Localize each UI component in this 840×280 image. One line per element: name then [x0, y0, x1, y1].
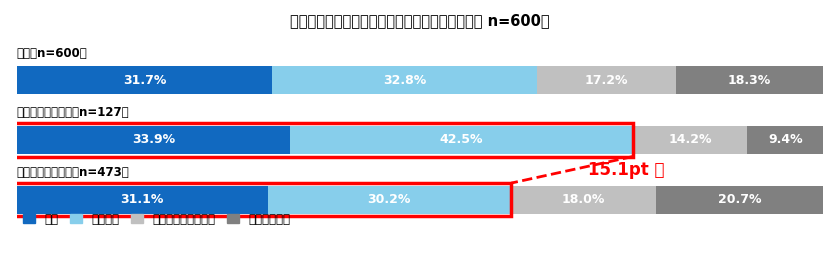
Text: 18.0%: 18.0%: [562, 193, 606, 206]
Bar: [290, 126, 633, 154]
Bar: [17, 66, 272, 94]
Text: 20.7%: 20.7%: [718, 193, 762, 206]
Title: 社会性が身に付かないのではないか（単数回答／ n=600）: 社会性が身に付かないのではないか（単数回答／ n=600）: [290, 13, 550, 28]
Bar: [675, 66, 823, 94]
Text: 全体（n=600）: 全体（n=600）: [17, 47, 87, 60]
Text: 18.3%: 18.3%: [727, 74, 771, 87]
Text: 42.5%: 42.5%: [440, 133, 483, 146]
Bar: [14, 183, 511, 216]
Text: 14.2%: 14.2%: [669, 133, 711, 146]
Text: 9.4%: 9.4%: [768, 133, 802, 146]
Bar: [272, 66, 537, 94]
Text: 33.9%: 33.9%: [132, 133, 175, 146]
Bar: [511, 186, 656, 214]
Bar: [17, 126, 290, 154]
Text: 15.1pt 差: 15.1pt 差: [588, 161, 664, 179]
Bar: [633, 126, 748, 154]
Bar: [656, 186, 823, 214]
Text: 32.8%: 32.8%: [383, 74, 427, 87]
Text: 30.2%: 30.2%: [368, 193, 411, 206]
Text: 不登校の経験あり（n=127）: 不登校の経験あり（n=127）: [17, 106, 129, 120]
Bar: [268, 186, 511, 214]
Text: 31.1%: 31.1%: [120, 193, 164, 206]
Bar: [537, 66, 675, 94]
Text: 31.7%: 31.7%: [123, 74, 166, 87]
Bar: [14, 123, 633, 157]
Text: 17.2%: 17.2%: [585, 74, 628, 87]
Text: 不登校の経験なし（n=473）: 不登校の経験なし（n=473）: [17, 166, 129, 179]
Bar: [17, 186, 268, 214]
Legend: 心配, やや心配, あまり心配ではない, 心配ではない: 心配, やや心配, あまり心配ではない, 心配ではない: [23, 213, 290, 226]
Bar: [748, 126, 823, 154]
